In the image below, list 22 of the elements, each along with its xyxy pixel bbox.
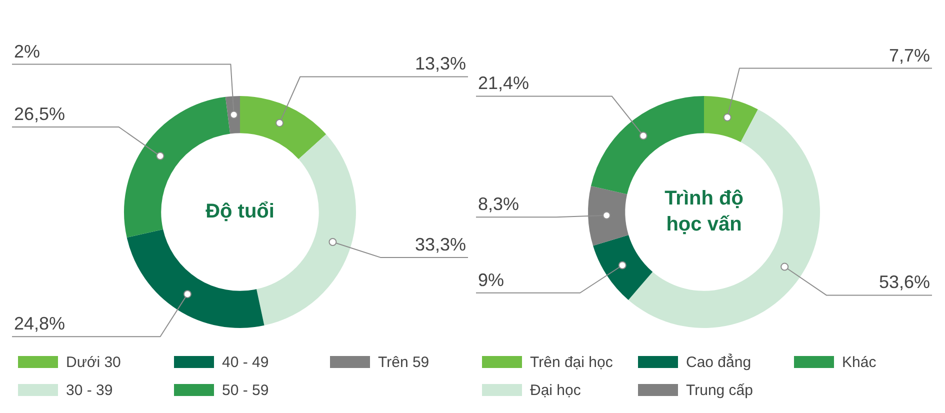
legend-label: Trung cấp [686,382,753,398]
data-label: 53,6% [878,272,930,292]
data-label: 8,3% [478,194,520,214]
data-label: 33,3% [414,234,466,255]
legend-label: Cao đẳng [686,354,752,370]
legend-label: Dưới 30 [66,354,121,370]
data-label: 7,7% [888,45,930,66]
data-label: 2% [14,41,40,62]
legend-label: 30 - 39 [66,382,113,398]
data-label: 9% [478,270,504,290]
legend-label: 40 - 49 [222,354,269,370]
data-label: 26,5% [14,104,66,124]
data-label: 13,3% [414,54,466,74]
legend-label: 50 - 59 [222,382,269,398]
data-label: 24,8% [14,314,66,334]
data-label: 21,4% [478,73,530,94]
text: Độ tuổi [206,200,274,223]
legend-label: Trên đại học [530,354,613,370]
text: Trình độ học vấn [664,188,744,236]
legend-label: Đại học [530,382,581,398]
legend-label: Khác [842,354,876,370]
legend-label: Trên 59 [378,354,430,370]
